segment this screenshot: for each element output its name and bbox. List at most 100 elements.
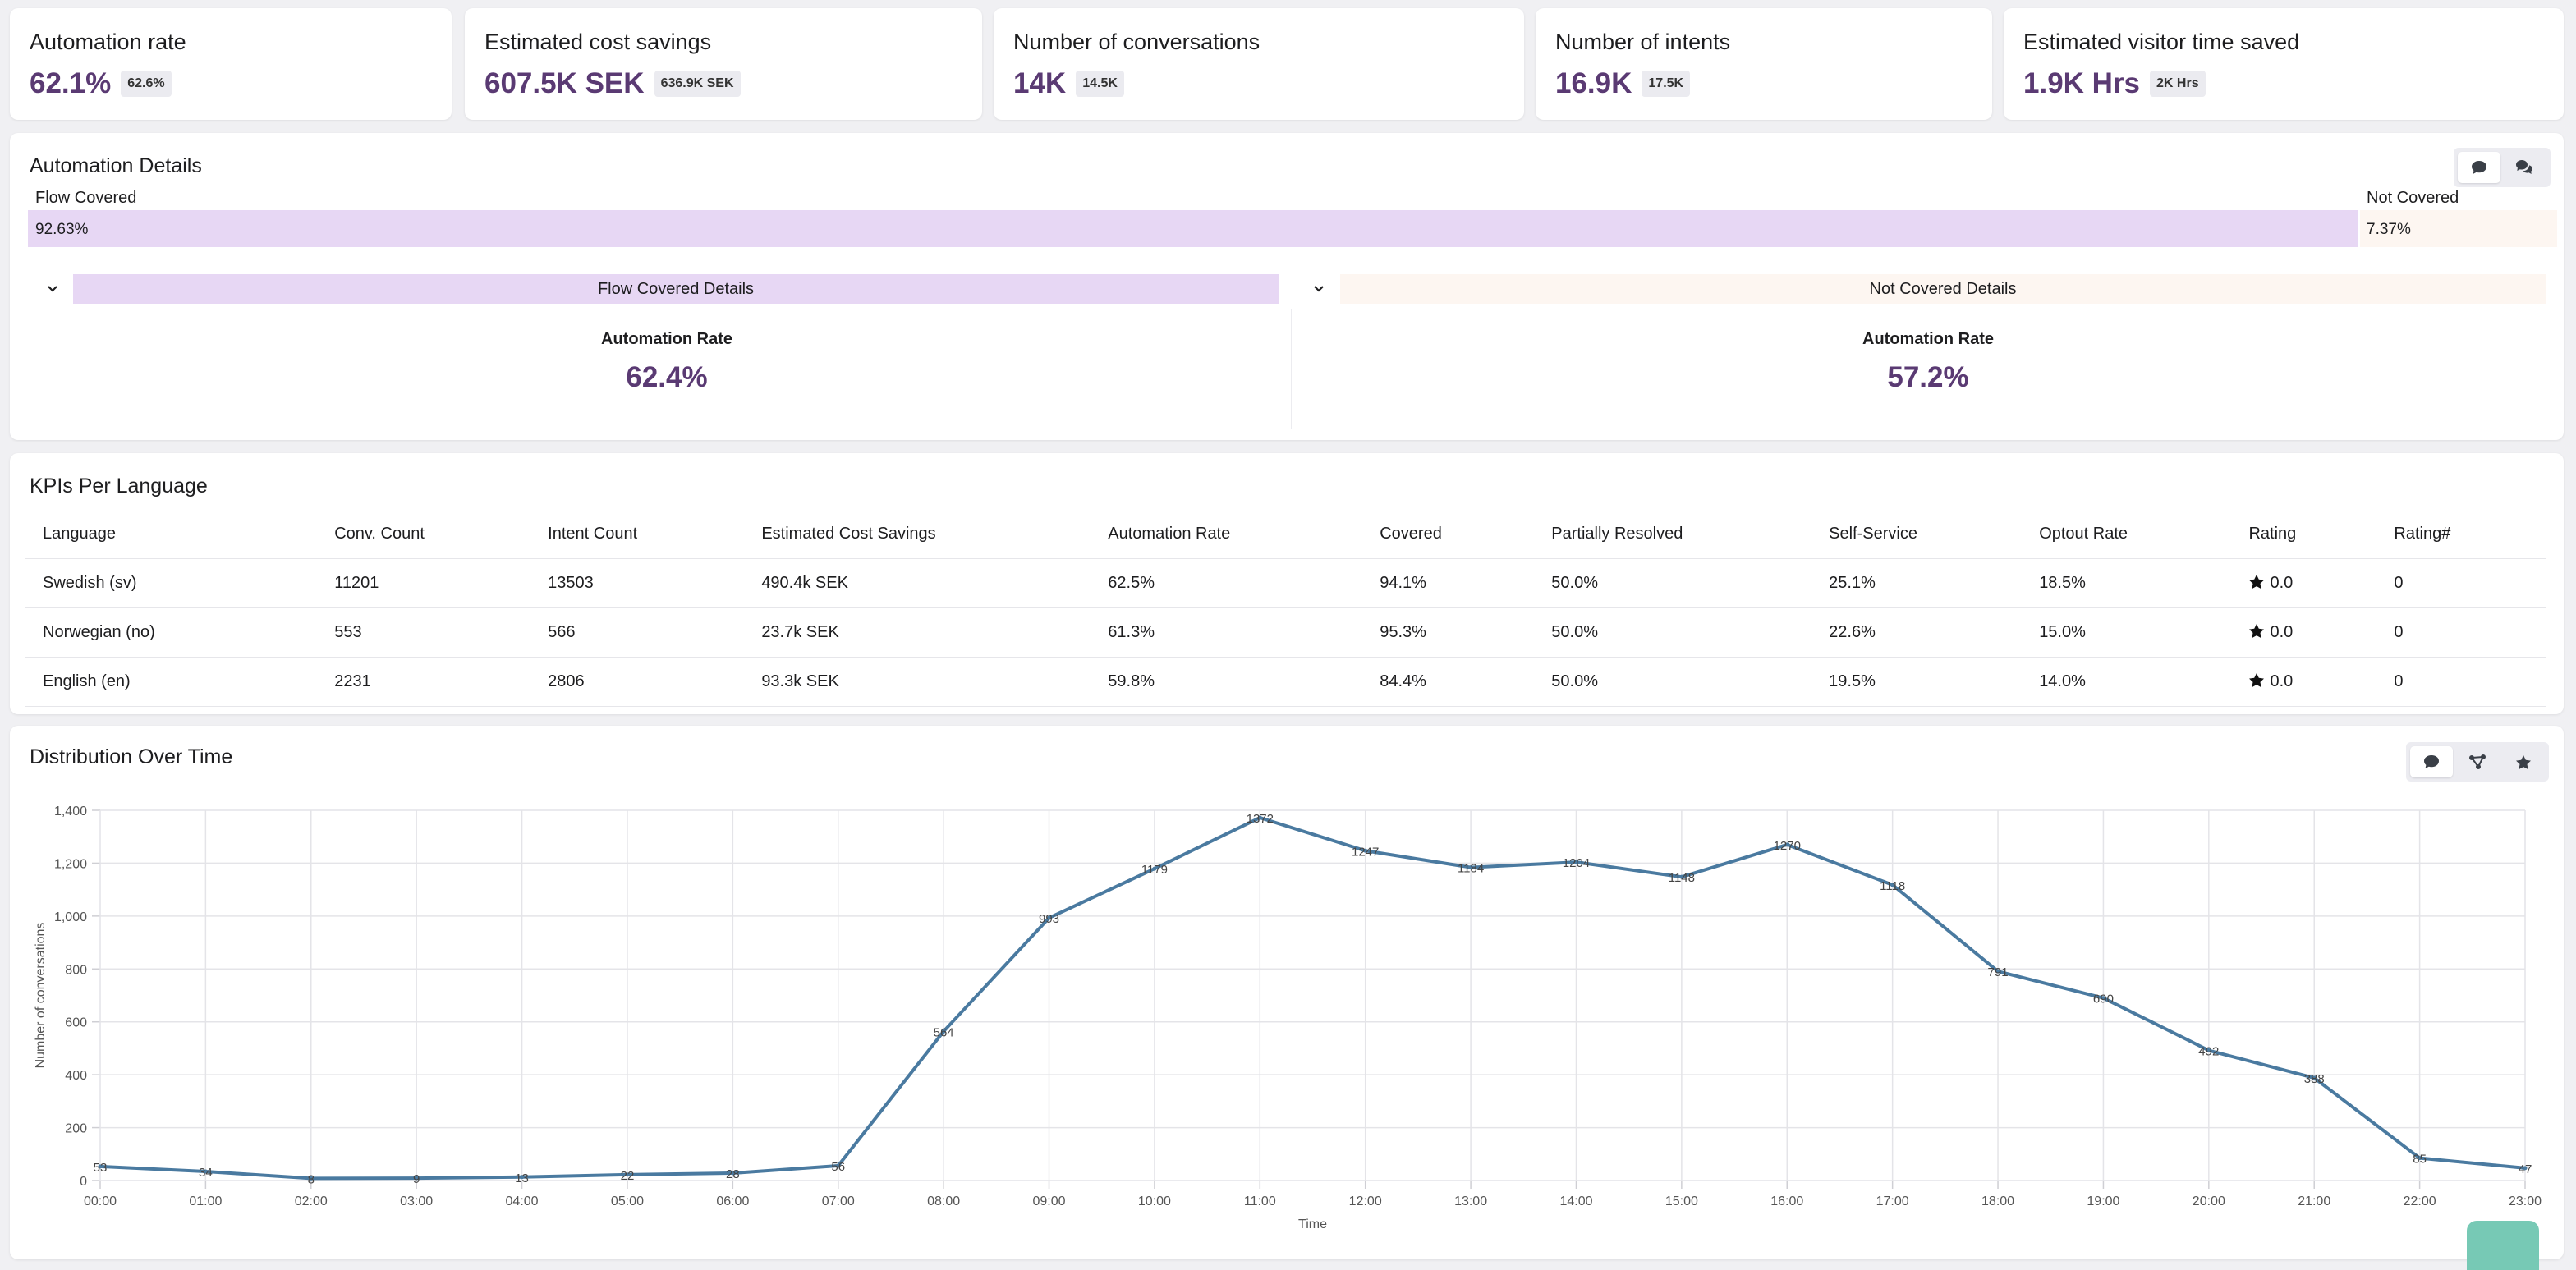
kpi-value-row: 607.5K SEK 636.9K SEK: [484, 67, 741, 100]
data-label: 9: [413, 1172, 420, 1186]
table-header-row: Language Conv. Count Intent Count Estimated…: [25, 509, 2546, 559]
column-header[interactable]: Optout Rate: [2021, 509, 2231, 559]
table-cell: 95.3%: [1361, 607, 1534, 658]
x-tick-label: 09:00: [1032, 1194, 1065, 1208]
kpi-value-row: 14K 14.5K: [1013, 67, 1124, 100]
table-cell: 14.0%: [2021, 657, 2231, 707]
table-cell: Norwegian (no): [25, 607, 317, 658]
table-row: Norwegian (no) 553 566 23.7k SEK 61.3% 95.3% 5…: [25, 607, 2546, 658]
data-point: [941, 1029, 946, 1034]
data-label: 34: [199, 1166, 213, 1180]
not-covered-details-header[interactable]: Not Covered Details: [1340, 274, 2546, 304]
flow-covered-label: Flow Covered: [35, 189, 137, 207]
conversations-series-line: [99, 816, 2526, 1181]
data-point: [309, 1176, 314, 1181]
chat-widget-button[interactable]: [2467, 1221, 2539, 1270]
flow-covered-collapse-button[interactable]: [41, 277, 64, 300]
kpi-title: Estimated cost savings: [484, 30, 712, 54]
data-label: 1148: [1669, 871, 1695, 885]
rating-toggle[interactable]: [2502, 746, 2545, 777]
table-cell: 94.1%: [1361, 558, 1534, 608]
star-icon: [2516, 754, 2531, 769]
data-point: [414, 1176, 419, 1181]
data-point: [1573, 860, 1578, 864]
data-point: [1468, 865, 1473, 870]
data-point: [1784, 842, 1789, 847]
x-tick-label: 23:00: [2509, 1194, 2542, 1208]
data-point: [836, 1163, 841, 1168]
column-header[interactable]: Conv. Count: [316, 509, 530, 559]
automation-details-card: Automation Details Flow Covered Not Cove…: [10, 133, 2564, 440]
column-header[interactable]: Partially Resolved: [1533, 509, 1811, 559]
automation-view-toggle: [2454, 148, 2551, 187]
column-header[interactable]: Self-Service: [1811, 509, 2022, 559]
data-point: [2206, 1048, 2211, 1053]
x-tick-label: 14:00: [1559, 1194, 1592, 1208]
table-cell: 22.6%: [1811, 607, 2022, 658]
kpi-value: 62.1%: [30, 67, 112, 99]
distribution-view-toggle: [2406, 742, 2549, 782]
table-cell: 553: [316, 607, 530, 658]
y-tick-label: 0: [80, 1175, 87, 1189]
rating-value: 0.0: [2270, 623, 2294, 641]
table-cell: 566: [530, 607, 744, 658]
column-header[interactable]: Estimated Cost Savings: [743, 509, 1091, 559]
kpi-value-row: 16.9K 17.5K: [1555, 67, 1691, 100]
x-axis-label: Time: [1298, 1217, 1327, 1231]
flow-covered-details-header[interactable]: Flow Covered Details: [73, 274, 1279, 304]
data-point: [2101, 996, 2105, 1001]
data-label: 22: [621, 1169, 635, 1183]
y-tick-label: 400: [65, 1069, 87, 1083]
kpis-per-language-title: KPIs Per Language: [30, 475, 208, 497]
data-point: [1363, 848, 1368, 853]
conversations-toggle[interactable]: [2410, 746, 2453, 777]
kpi-value-row: 1.9K Hrs 2K Hrs: [2023, 67, 2206, 100]
x-tick-label: 06:00: [716, 1194, 749, 1208]
automation-details-title: Automation Details: [30, 154, 202, 177]
data-point: [2523, 1166, 2528, 1171]
rating-value: 0.0: [2270, 574, 2294, 592]
kpi-card: Number of intents 16.9K 17.5K: [1536, 8, 1992, 120]
y-tick-label: 800: [65, 963, 87, 977]
data-label: 388: [2304, 1072, 2325, 1086]
flow-covered-percent: 92.63%: [35, 221, 89, 238]
data-point: [2312, 1075, 2317, 1080]
table-cell: 19.5%: [1811, 657, 2022, 707]
table-row: Swedish (sv) 11201 13503 490.4k SEK 62.5% 94.…: [25, 558, 2546, 608]
column-header[interactable]: Language: [25, 509, 317, 559]
data-label: 1270: [1774, 839, 1801, 853]
distribution-card: Distribution Over Time: [10, 726, 2564, 1259]
chevron-down-icon: [48, 286, 57, 292]
column-header[interactable]: Intent Count: [530, 509, 744, 559]
chat-bubble-toggle[interactable]: [2458, 152, 2500, 183]
column-header[interactable]: Rating#: [2376, 509, 2546, 559]
details-divider: [1291, 309, 1292, 429]
y-tick-label: 1,000: [54, 910, 87, 924]
table-cell: 0.0: [2230, 607, 2376, 658]
table-cell: Swedish (sv): [25, 558, 317, 608]
data-label: 8: [308, 1172, 315, 1186]
table-cell: 0.0: [2230, 558, 2376, 608]
data-point: [1679, 874, 1684, 879]
data-label: 564: [934, 1025, 954, 1039]
y-axis-label: Number of conversations: [34, 923, 48, 1069]
table-cell: 25.1%: [1811, 558, 2022, 608]
table-cell: 0: [2376, 607, 2546, 658]
not-covered-collapse-button[interactable]: [1307, 277, 1330, 300]
table-cell: 50.0%: [1533, 558, 1811, 608]
x-tick-label: 07:00: [822, 1194, 855, 1208]
data-label: 1204: [1563, 856, 1590, 870]
data-point: [98, 1164, 103, 1169]
x-tick-label: 18:00: [1981, 1194, 2014, 1208]
column-header[interactable]: Covered: [1361, 509, 1534, 559]
column-header[interactable]: Automation Rate: [1090, 509, 1362, 559]
x-tick-label: 02:00: [295, 1194, 328, 1208]
flow-toggle[interactable]: [2456, 746, 2499, 777]
column-header[interactable]: Rating: [2230, 509, 2376, 559]
x-tick-label: 17:00: [1876, 1194, 1909, 1208]
data-point: [1890, 883, 1895, 887]
chat-bubbles-toggle[interactable]: [2504, 152, 2546, 183]
x-tick-label: 20:00: [2193, 1194, 2225, 1208]
kpi-card: Estimated cost savings 607.5K SEK 636.9K S…: [465, 8, 982, 120]
